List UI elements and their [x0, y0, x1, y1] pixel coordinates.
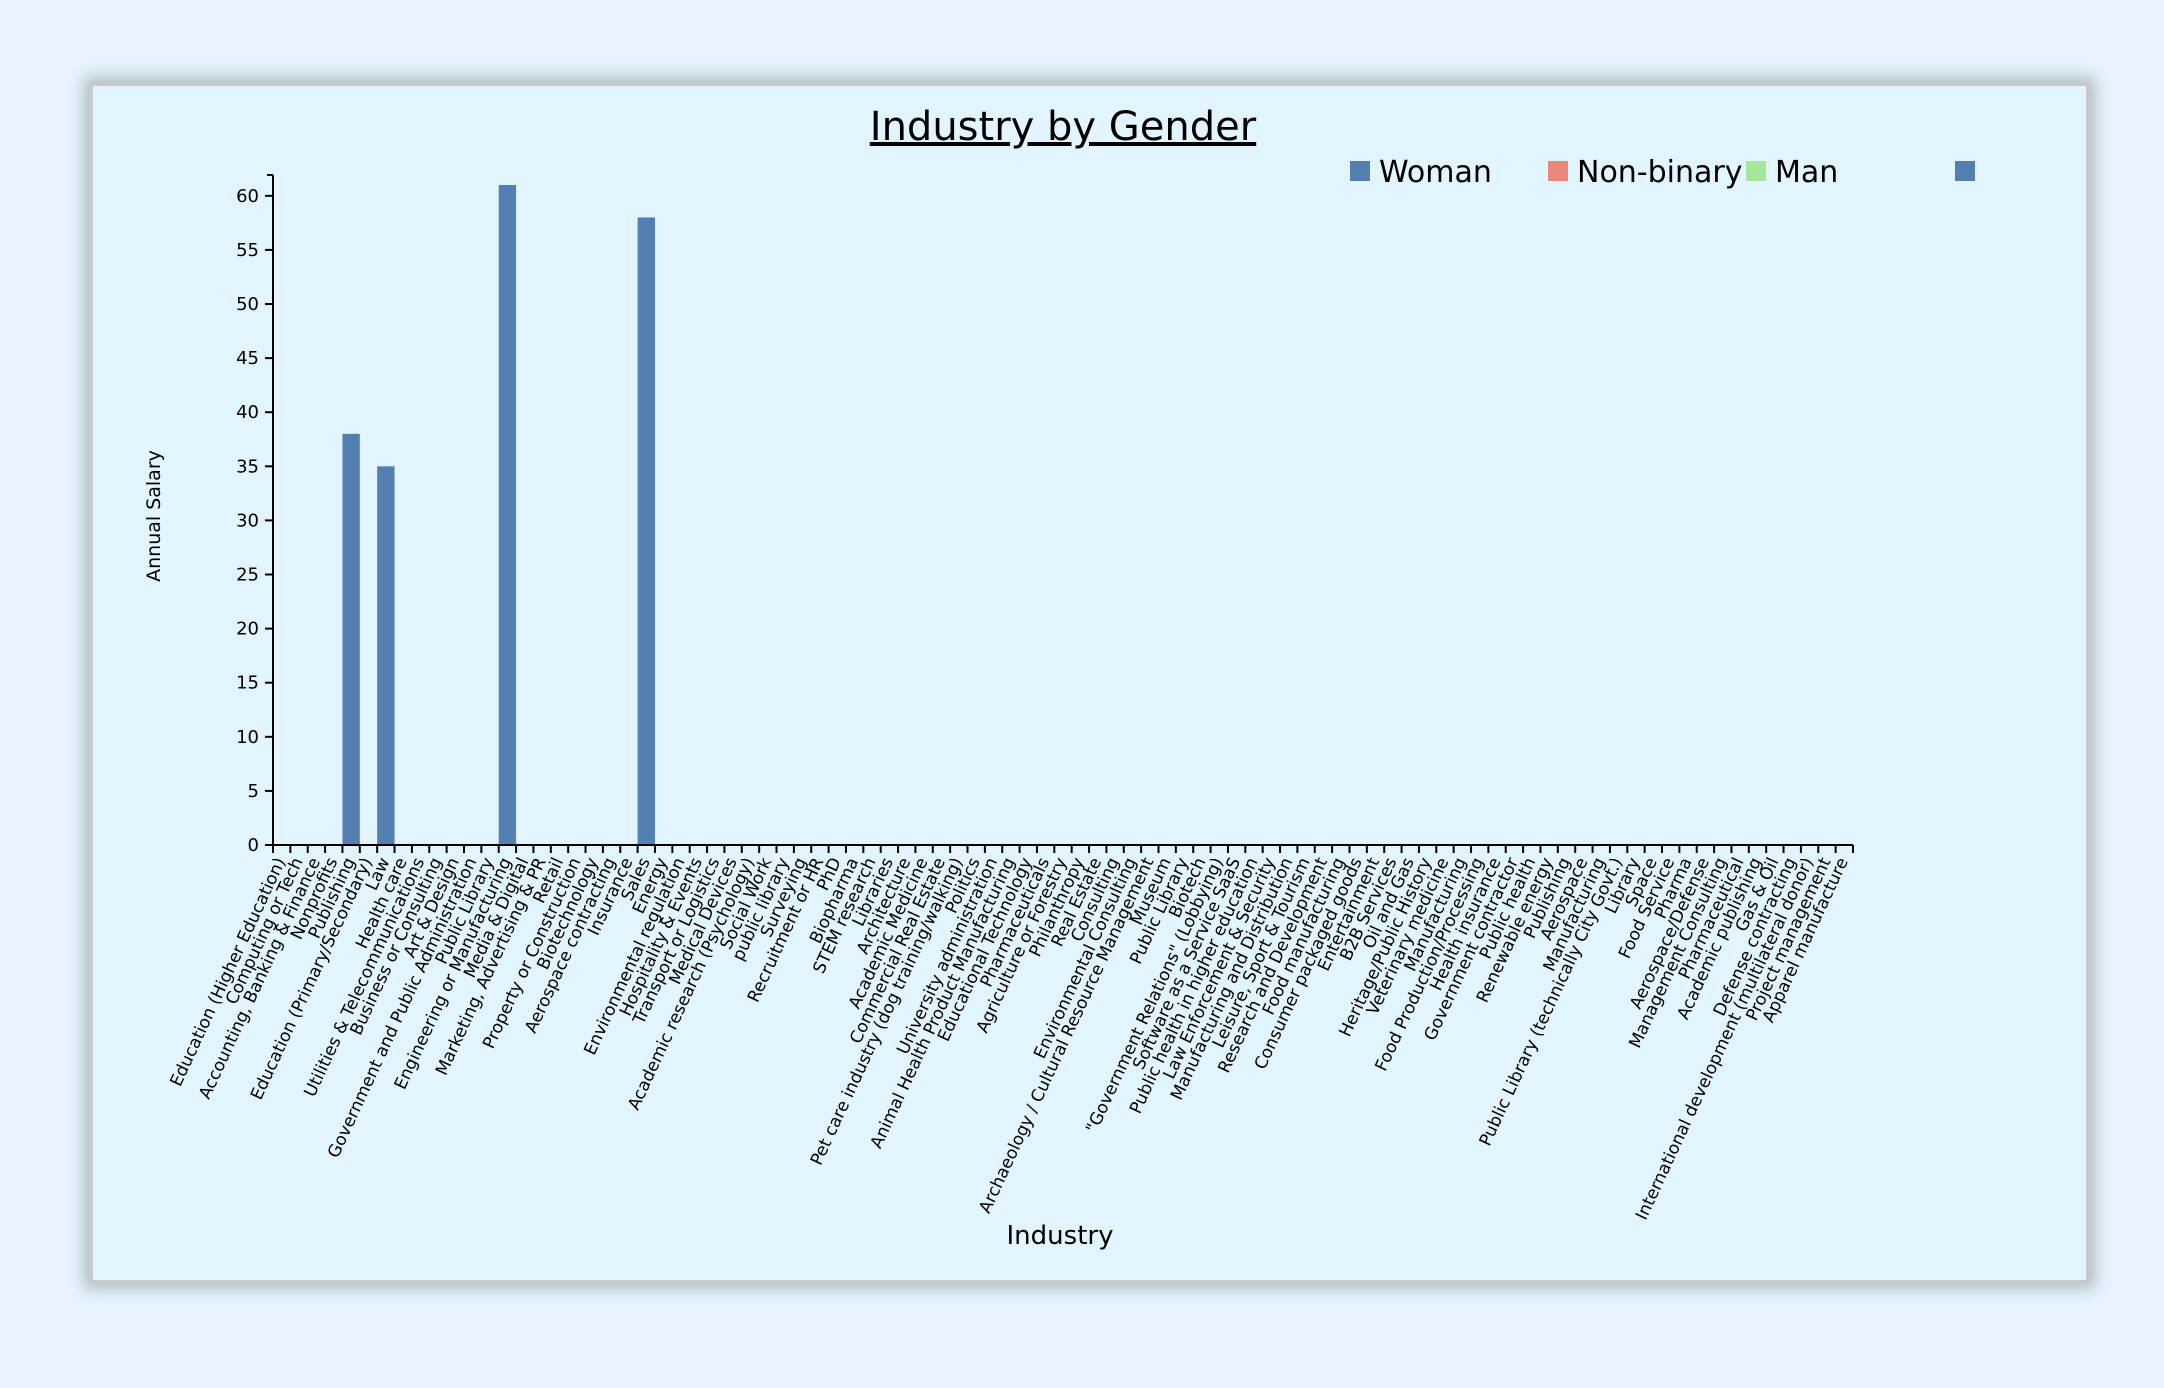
legend-swatch-0: [1350, 161, 1370, 181]
legend-swatch-3: [1955, 161, 1975, 181]
legend: Woman Non-binary Man: [1350, 155, 1975, 190]
chart-svg: Industry by Gender Woman Non-binary Man An…: [143, 104, 1975, 1251]
chart-title: Industry by Gender: [870, 104, 1257, 150]
bar-13: [498, 185, 517, 845]
legend-label-1: Non-binary: [1577, 155, 1743, 190]
legend-label-2: Man: [1775, 155, 1838, 190]
bar-21: [637, 217, 655, 846]
y-tick-label-5: 25: [236, 565, 259, 586]
y-tick-label-12: 60: [236, 186, 259, 207]
y-tick-label-6: 30: [236, 510, 259, 531]
x-axis: Education (Higher Education)Computing or…: [166, 844, 1854, 1223]
y-axis: 0 5 10 15 20 25 30 35 40 45 50 55 60: [236, 174, 274, 856]
y-tick-label-8: 40: [236, 402, 259, 423]
y-tick-label-10: 50: [236, 294, 259, 315]
y-tick-label-11: 55: [236, 240, 259, 261]
legend-swatch-1: [1548, 161, 1568, 181]
y-tick-label-9: 45: [236, 348, 259, 369]
bar-4: [342, 433, 360, 845]
y-tick-label-4: 20: [236, 619, 259, 640]
legend-label-0: Woman: [1379, 155, 1492, 190]
y-tick-label-3: 15: [236, 673, 259, 694]
bars: [342, 185, 655, 846]
y-tick-label-1: 5: [248, 781, 259, 802]
y-axis-title: Annual Salary: [143, 450, 165, 582]
chart-card: Industry by Gender Woman Non-binary Man An…: [90, 83, 2089, 1283]
y-tick-label-0: 0: [248, 835, 259, 856]
x-axis-title: Industry: [1007, 1221, 1114, 1251]
bar-6: [377, 466, 395, 845]
legend-swatch-2: [1746, 161, 1766, 181]
y-tick-label-7: 35: [236, 456, 259, 477]
y-tick-label-2: 10: [236, 727, 259, 748]
